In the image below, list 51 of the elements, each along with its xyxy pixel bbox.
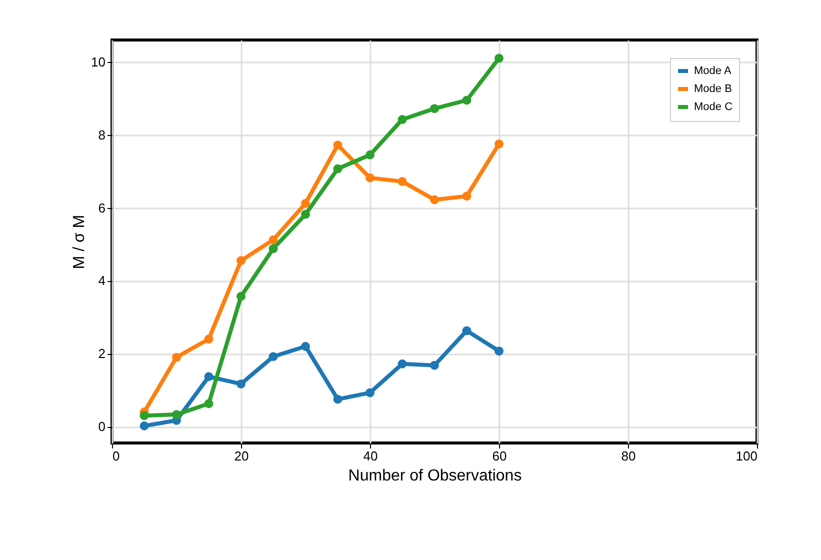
point <box>494 346 504 356</box>
y-tick-label: 8 <box>98 127 106 142</box>
x-tick-label: 100 <box>736 448 758 464</box>
point <box>172 410 181 420</box>
point <box>462 96 472 105</box>
x-tick-label: 20 <box>234 448 249 464</box>
point <box>366 173 374 182</box>
point <box>494 54 504 63</box>
legend-label: Mode C <box>694 101 733 113</box>
point <box>430 104 439 114</box>
point <box>366 388 374 398</box>
x-tick-label: 80 <box>621 448 636 464</box>
point <box>430 195 439 204</box>
point <box>333 164 342 174</box>
point <box>236 379 246 388</box>
point <box>366 150 374 160</box>
point <box>398 359 407 368</box>
point <box>268 235 278 244</box>
point <box>140 421 149 430</box>
point <box>333 140 342 150</box>
point <box>398 177 407 186</box>
point <box>462 192 472 201</box>
point <box>204 372 214 382</box>
y-axis-title: M / σ M <box>71 214 88 270</box>
point <box>430 360 439 370</box>
point <box>301 198 310 208</box>
point <box>333 394 342 404</box>
point <box>462 326 472 336</box>
point <box>301 210 310 219</box>
point <box>268 244 278 254</box>
x-tick-label: 60 <box>492 448 507 464</box>
point <box>494 139 504 148</box>
point <box>268 352 278 362</box>
point <box>204 399 214 408</box>
point <box>236 256 246 266</box>
y-tick-label: 4 <box>98 273 106 288</box>
legend-label: Mode B <box>694 83 732 95</box>
y-tick-label: 0 <box>98 419 106 434</box>
point <box>204 334 214 344</box>
point <box>398 115 407 124</box>
y-tick-label: 10 <box>91 54 106 70</box>
x-tick-label: 40 <box>363 448 378 464</box>
point <box>301 342 310 351</box>
x-axis-title: Number of Observations <box>348 468 522 484</box>
y-tick-label: 2 <box>98 346 106 362</box>
x-tick-label: 0 <box>112 448 120 464</box>
point <box>140 411 149 420</box>
point <box>236 292 246 301</box>
point <box>172 352 181 362</box>
legend-label: Mode A <box>694 65 732 77</box>
y-tick-label: 6 <box>98 200 106 216</box>
